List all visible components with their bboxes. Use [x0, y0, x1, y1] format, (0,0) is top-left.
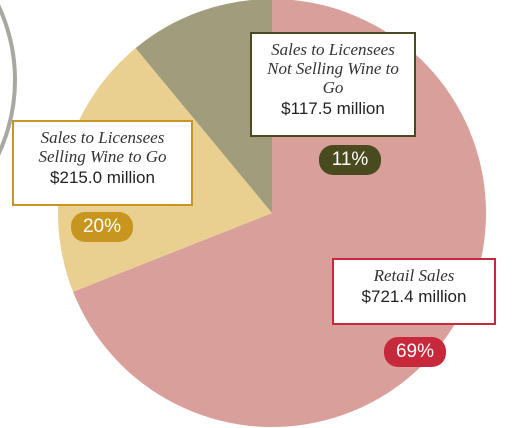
- amount-label: $721.4 million: [361, 287, 467, 306]
- category-label: Sales to Licensees Selling Wine to Go: [38, 128, 167, 166]
- callout: Sales to Licensees Not Selling Wine to G…: [250, 32, 416, 137]
- percent-badge: 69%: [384, 337, 446, 367]
- callout: Retail Sales $721.4 million: [332, 258, 496, 325]
- amount-label: $117.5 million: [281, 99, 385, 118]
- category-label: Retail Sales: [373, 266, 455, 285]
- callout: Sales to Licensees Selling Wine to Go $21…: [12, 120, 193, 206]
- decor-arc: [0, 4, 17, 156]
- amount-label: $215.0 million: [50, 168, 155, 187]
- percent-badge: 20%: [71, 212, 133, 242]
- category-label: Sales to Licensees Not Selling Wine to G…: [267, 40, 399, 97]
- pie-slice: [135, 0, 272, 213]
- percent-badge: 11%: [319, 145, 381, 175]
